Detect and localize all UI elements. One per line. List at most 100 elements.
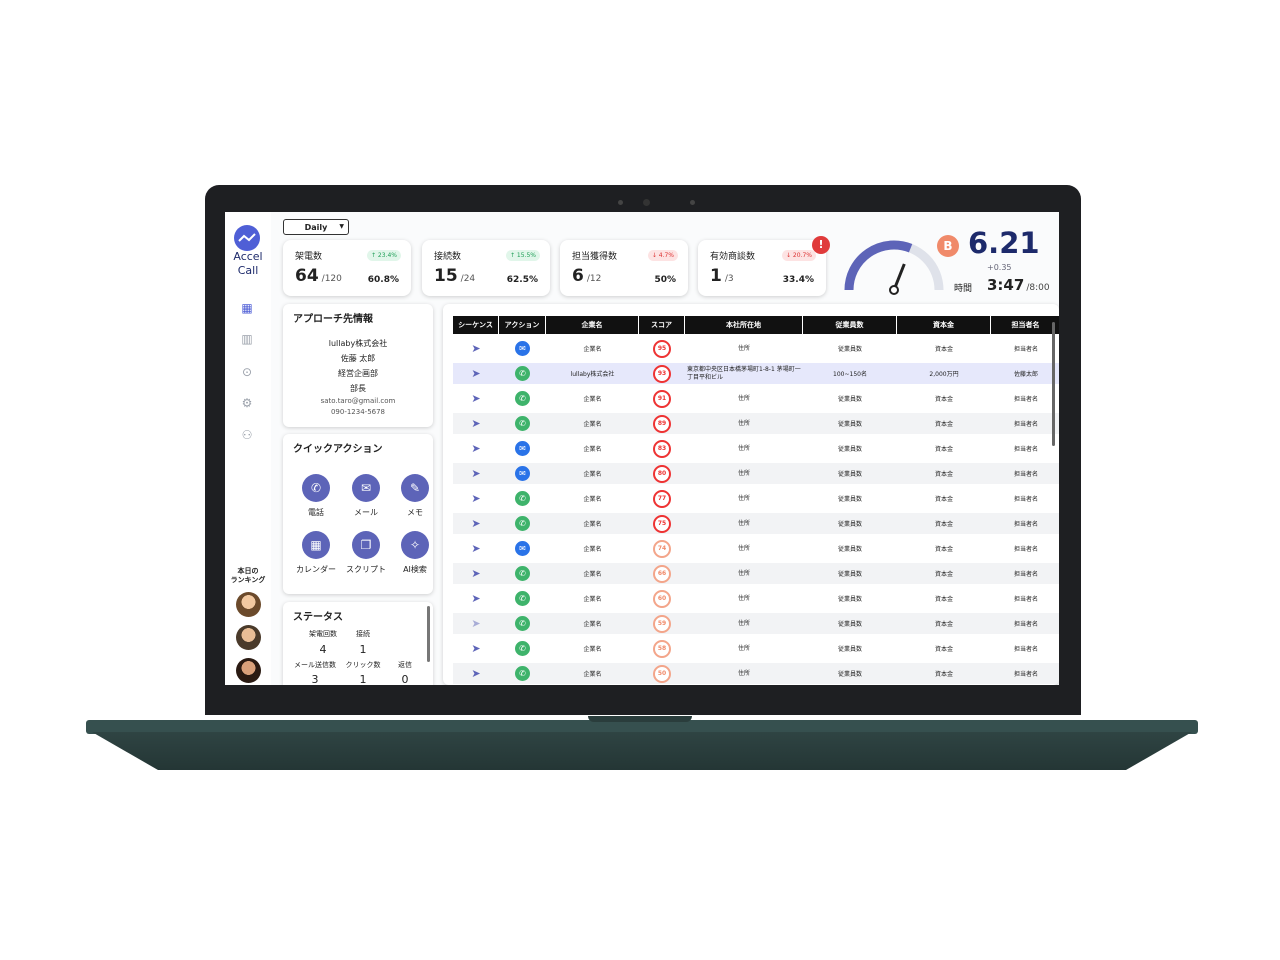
dashboard-icon[interactable]: ▦: [241, 301, 253, 315]
send-icon[interactable]: ➤: [471, 642, 481, 655]
send-icon[interactable]: ➤: [471, 392, 481, 405]
column-header[interactable]: 本社所在地: [685, 316, 803, 334]
kpi-card[interactable]: 接続数 15/24 ↑ 15.5% 62.5%: [422, 240, 550, 296]
add-user-icon[interactable]: ⚇: [241, 428, 253, 442]
phone-icon[interactable]: ✆: [302, 474, 330, 502]
table-row[interactable]: ➤ ✆ 企業名 58 住所 従業員数 資本金 担当者名: [453, 638, 1059, 659]
kpi-card[interactable]: 担当獲得数 6/12 ↓ 4.7% 50%: [560, 240, 688, 296]
mail-icon[interactable]: ✉: [515, 541, 530, 556]
send-icon[interactable]: ➤: [471, 667, 481, 680]
magic-wand-icon[interactable]: ✧: [401, 531, 429, 559]
quick-action-2[interactable]: ✉ メール: [341, 474, 391, 518]
column-header[interactable]: 資本金: [897, 316, 991, 334]
phone-icon[interactable]: ✆: [515, 641, 530, 656]
send-icon[interactable]: ➤: [471, 592, 481, 605]
capital: 資本金: [934, 521, 953, 528]
phone-icon[interactable]: ✆: [515, 616, 530, 631]
quick-action-6[interactable]: ✧ AI検索: [390, 531, 433, 575]
mail-icon[interactable]: ✉: [515, 466, 530, 481]
table-row[interactable]: ➤ ✉ 企業名 74 住所 従業員数 資本金 担当者名: [453, 538, 1059, 559]
click-label: クリック数: [345, 661, 381, 669]
mail-icon[interactable]: ✉: [352, 474, 380, 502]
phone-icon[interactable]: ✆: [515, 416, 530, 431]
phone-icon[interactable]: ✆: [515, 366, 530, 381]
send-icon[interactable]: ➤: [471, 442, 481, 455]
send-icon[interactable]: ➤: [471, 467, 481, 480]
lead-table: シーケンス アクション 企業名 スコア 本社所在地 従業員数 資本金 担当者名 ➤ ✉ 企業名 95…: [443, 304, 1059, 685]
send-icon[interactable]: ➤: [471, 542, 481, 555]
scrollbar[interactable]: [1052, 322, 1055, 446]
column-header[interactable]: スコア: [639, 316, 685, 334]
table-row[interactable]: ➤ ✉ 企業名 95 住所 従業員数 資本金 担当者名: [453, 338, 1059, 359]
kpi-label: 架電数: [295, 252, 323, 262]
kpi-card[interactable]: 有効商談数 1/3 ↓ 20.7% 33.4%: [698, 240, 826, 296]
table-row[interactable]: ➤ ✆ 企業名 77 住所 従業員数 資本金 担当者名: [453, 488, 1059, 509]
table-row[interactable]: ➤ ✉ 企業名 83 住所 従業員数 資本金 担当者名: [453, 438, 1059, 459]
gear-icon[interactable]: ⚙: [241, 396, 253, 410]
table-row[interactable]: ➤ ✉ 企業名 80 住所 従業員数 資本金 担当者名: [453, 463, 1059, 484]
avatar[interactable]: [236, 592, 261, 617]
phone-icon[interactable]: ✆: [515, 516, 530, 531]
company-name: lullaby株式会社: [570, 371, 615, 378]
mail-icon[interactable]: ✉: [515, 441, 530, 456]
calendar-icon[interactable]: ▦: [302, 531, 330, 559]
column-header[interactable]: 企業名: [546, 316, 639, 334]
calls-label: 架電回数: [309, 630, 337, 638]
table-cell: 企業名: [546, 338, 639, 359]
status-panel: ステータス 架電回数 接続 4 1 メール送信数 クリック数 返信 3 1 0: [283, 602, 433, 685]
quick-action-3[interactable]: ✎ メモ: [390, 474, 433, 518]
kpi-value: 64/120: [295, 266, 342, 286]
column-header[interactable]: 担当者名: [991, 316, 1059, 334]
capital: 資本金: [934, 671, 953, 678]
table-row[interactable]: ➤ ✆ lullaby株式会社 93 東京都中央区日本橋茅場町1-8-1 茅場町一丁目平…: [453, 363, 1059, 384]
contact-person: 担当者名: [1013, 496, 1038, 503]
company-name: 企業名: [583, 496, 602, 503]
table-row[interactable]: ➤ ✆ 企業名 89 住所 従業員数 資本金 担当者名: [453, 413, 1059, 434]
column-header[interactable]: シーケンス: [453, 316, 499, 334]
scrollbar[interactable]: [427, 606, 430, 662]
table-cell: 企業名: [546, 513, 639, 534]
quick-action-5[interactable]: ❐ スクリプト: [341, 531, 391, 575]
chart-icon[interactable]: ▥: [241, 332, 253, 346]
table-cell: 住所: [685, 588, 803, 609]
quick-action-4[interactable]: ▦ カレンダー: [291, 531, 341, 575]
contact-phone[interactable]: 090-1234-5678: [330, 408, 386, 416]
table-cell: 企業名: [546, 663, 639, 684]
address: 住所: [737, 419, 750, 427]
table-row[interactable]: ➤ ✆ 企業名 50 住所 従業員数 資本金 担当者名: [453, 663, 1059, 684]
phone-icon[interactable]: ✆: [515, 666, 530, 681]
phone-icon[interactable]: ✆: [515, 591, 530, 606]
table-cell: 企業名: [546, 413, 639, 434]
column-header[interactable]: アクション: [499, 316, 546, 334]
play-icon[interactable]: ⊙: [241, 365, 253, 379]
employee-count: 従業員数: [837, 471, 862, 478]
script-icon[interactable]: ❐: [352, 531, 380, 559]
contact-email[interactable]: sato.taro@gmail.com: [320, 397, 396, 405]
column-header[interactable]: 従業員数: [803, 316, 897, 334]
table-row[interactable]: ➤ ✆ 企業名 91 住所 従業員数 資本金 担当者名: [453, 388, 1059, 409]
table-row[interactable]: ➤ ✆ 企業名 75 住所 従業員数 資本金 担当者名: [453, 513, 1059, 534]
table-row[interactable]: ➤ ✆ 企業名 66 住所 従業員数 資本金 担当者名: [453, 563, 1059, 584]
kpi-card[interactable]: 架電数 64/120 ↑ 23.4% 60.8%: [283, 240, 411, 296]
alert-icon[interactable]: !: [812, 236, 830, 254]
pencil-icon[interactable]: ✎: [401, 474, 429, 502]
send-icon[interactable]: ➤: [471, 367, 481, 380]
table-row[interactable]: ➤ ✆ 企業名 59 住所 従業員数 資本金 担当者名: [453, 613, 1059, 634]
period-select[interactable]: Daily ▼: [283, 219, 349, 235]
table-row[interactable]: ➤ ✆ 企業名 60 住所 従業員数 資本金 担当者名: [453, 588, 1059, 609]
phone-icon[interactable]: ✆: [515, 491, 530, 506]
send-icon[interactable]: ➤: [471, 492, 481, 505]
phone-icon[interactable]: ✆: [515, 566, 530, 581]
quick-action-1[interactable]: ✆ 電話: [291, 474, 341, 518]
avatar[interactable]: [236, 658, 261, 683]
send-icon[interactable]: ➤: [471, 417, 481, 430]
avatar[interactable]: [236, 625, 261, 650]
table-cell: ✆: [499, 663, 546, 684]
send-icon[interactable]: ➤: [471, 617, 481, 630]
send-icon[interactable]: ➤: [471, 342, 481, 355]
mail-icon[interactable]: ✉: [515, 341, 530, 356]
send-icon[interactable]: ➤: [471, 517, 481, 530]
phone-icon[interactable]: ✆: [515, 391, 530, 406]
send-icon[interactable]: ➤: [471, 567, 481, 580]
